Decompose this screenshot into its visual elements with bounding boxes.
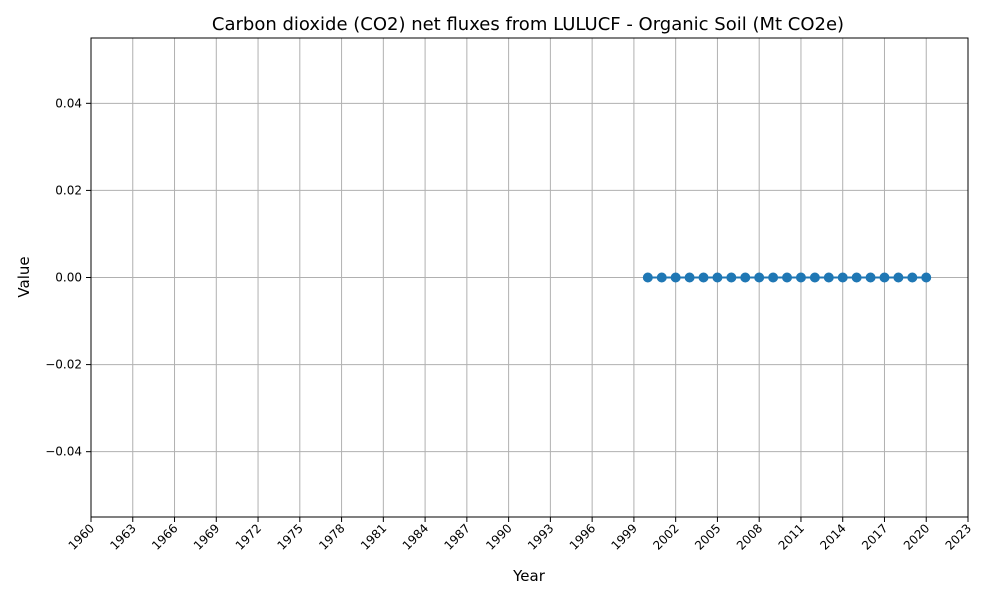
x-tick-label: 1984: [400, 521, 431, 552]
x-tick-label: 1975: [274, 521, 305, 552]
x-tick-label: 1981: [358, 521, 389, 552]
data-point: [865, 272, 876, 283]
x-tick-label: 1999: [609, 521, 640, 552]
x-tick-label: 1972: [233, 521, 264, 552]
data-point: [921, 272, 932, 283]
y-tick-label: 0.04: [55, 96, 82, 110]
data-point: [740, 272, 751, 283]
data-point: [879, 272, 890, 283]
x-tick-label: 1987: [441, 521, 472, 552]
x-tick-label: 1969: [191, 521, 222, 552]
y-axis: −0.04 −0.02 0.00 0.02 0.04: [45, 96, 91, 459]
y-tick-label: −0.04: [45, 445, 82, 459]
data-point: [795, 272, 806, 283]
y-tick-label: −0.02: [45, 358, 82, 372]
data-point: [782, 272, 793, 283]
x-tick-label: 1963: [107, 521, 138, 552]
x-tick-label: 2014: [817, 521, 848, 552]
data-point: [907, 272, 918, 283]
data-point: [837, 272, 848, 283]
x-tick-label: 1978: [316, 521, 347, 552]
data-point: [684, 272, 695, 283]
data-point: [656, 272, 667, 283]
data-point: [698, 272, 709, 283]
data-point: [768, 272, 779, 283]
x-tick-label: 1990: [483, 521, 514, 552]
data-point: [642, 272, 653, 283]
x-tick-label: 2008: [734, 521, 765, 552]
data-point: [726, 272, 737, 283]
x-tick-label: 2023: [943, 521, 974, 552]
x-axis: 1960 1963 1966 1969 1972 1975 1978 1981 1984 1987…: [66, 517, 974, 553]
y-tick-label: 0.00: [55, 271, 82, 285]
x-tick-label: 2017: [859, 521, 890, 552]
x-tick-label: 2002: [650, 521, 681, 552]
data-point: [823, 272, 834, 283]
data-point: [851, 272, 862, 283]
data-point: [893, 272, 904, 283]
y-tick-label: 0.02: [55, 183, 82, 197]
x-tick-label: 2011: [776, 521, 807, 552]
data-point: [670, 272, 681, 283]
y-axis-label: Value: [15, 256, 33, 297]
data-point: [712, 272, 723, 283]
x-axis-label: Year: [512, 567, 546, 585]
x-tick-label: 1996: [567, 521, 598, 552]
data-point: [754, 272, 765, 283]
x-tick-label: 2005: [692, 521, 723, 552]
x-tick-label: 1960: [66, 521, 97, 552]
data-point: [809, 272, 820, 283]
series-layer: [642, 272, 932, 283]
chart-title: Carbon dioxide (CO2) net fluxes from LUL…: [212, 14, 844, 35]
x-tick-label: 1993: [525, 521, 556, 552]
x-tick-label: 1966: [149, 521, 180, 552]
x-tick-label: 2020: [901, 521, 932, 552]
